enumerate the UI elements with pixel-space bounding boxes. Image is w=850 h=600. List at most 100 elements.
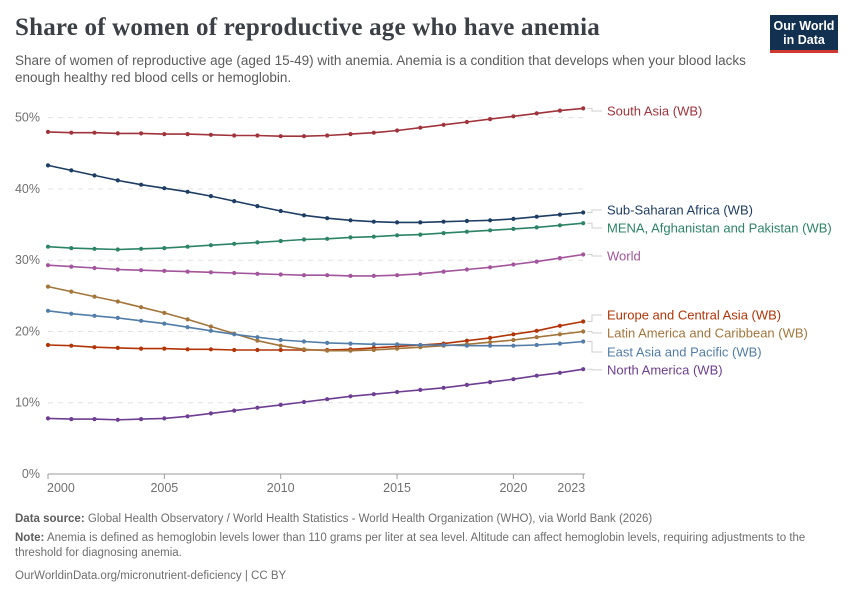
data-point-sub-saharan-africa-wb [185,189,190,194]
data-point-latin-america-and-caribbean-wb [395,346,400,351]
data-point-europe-and-central-asia-wb [255,347,260,353]
data-point-latin-america-and-caribbean-wb [185,317,190,322]
data-point-sub-saharan-africa-wb [278,208,283,214]
data-point-latin-america-and-caribbean-wb [208,324,213,329]
data-point-mena-afghanistan-and-pakistan-wb [581,221,586,226]
data-point-sub-saharan-africa-wb [208,194,213,199]
data-point-world [557,256,563,261]
data-point-sub-saharan-africa-wb [418,220,423,225]
data-point-north-america-wb [371,392,376,397]
data-point-east-asia-and-pacific-wb [534,342,539,348]
data-point-south-asia-wb [581,106,586,111]
data-point-world [45,263,51,268]
data-point-mena-afghanistan-and-pakistan-wb [185,244,190,249]
data-point-east-asia-and-pacific-wb [92,313,97,318]
data-point-north-america-wb [348,394,353,399]
data-point-world [162,268,167,273]
data-point-world [581,252,586,257]
data-point-europe-and-central-asia-wb [69,343,74,348]
label-connector-europe-and-central-asia-wb [587,314,602,322]
data-point-sub-saharan-africa-wb [581,210,586,215]
data-point-south-asia-wb [278,134,283,139]
data-point-mena-afghanistan-and-pakistan-wb [348,235,353,240]
data-point-east-asia-and-pacific-wb [325,340,330,345]
data-point-mena-afghanistan-and-pakistan-wb [69,246,74,251]
data-point-sub-saharan-africa-wb [115,178,120,183]
data-point-mena-afghanistan-and-pakistan-wb [464,229,469,234]
label-connector-world [587,254,602,257]
x-tick-label: 2023 [557,481,585,495]
data-point-east-asia-and-pacific-wb [162,321,167,326]
data-point-east-asia-and-pacific-wb [208,328,213,333]
data-point-mena-afghanistan-and-pakistan-wb [301,237,307,242]
data-point-south-asia-wb [348,132,353,137]
data-source-line: Data source: Global Health Observatory /… [15,512,835,527]
data-point-north-america-wb [69,417,74,422]
data-point-latin-america-and-caribbean-wb [348,348,353,353]
note-line: Note: Anemia is defined as hemoglobin le… [15,531,810,561]
series-line-world [47,253,584,277]
data-point-latin-america-and-caribbean-wb [371,347,376,353]
data-point-world [255,271,260,276]
data-point-north-america-wb [278,402,283,407]
data-point-east-asia-and-pacific-wb [255,335,260,340]
data-point-europe-and-central-asia-wb [92,345,97,350]
data-point-sub-saharan-africa-wb [395,220,400,225]
data-point-south-asia-wb [185,132,190,137]
data-point-east-asia-and-pacific-wb [45,308,51,313]
data-point-south-asia-wb [255,133,260,138]
label-connector-east-asia-and-pacific-wb [587,341,602,353]
data-point-south-asia-wb [208,132,213,137]
data-point-world [534,259,539,264]
y-tick-label: 10% [15,396,40,410]
series-label-north-america-wb: North America (WB) [607,362,723,377]
data-point-sub-saharan-africa-wb [441,219,446,224]
label-connector-sub-saharan-africa-wb [587,209,602,213]
data-point-mena-afghanistan-and-pakistan-wb [395,233,400,238]
data-point-world [208,270,213,275]
data-point-world [278,272,283,277]
series-label-latin-america-and-caribbean-wb: Latin America and Caribbean (WB) [607,326,808,341]
data-point-sub-saharan-africa-wb [511,216,516,221]
owid-logo: Our World in Data [770,15,838,53]
series-line-south-asia-wb [47,107,584,137]
y-tick-label: 20% [15,324,40,338]
data-point-east-asia-and-pacific-wb [441,342,446,348]
data-point-latin-america-and-caribbean-wb [115,299,120,304]
data-point-sub-saharan-africa-wb [464,218,469,224]
data-point-east-asia-and-pacific-wb [488,343,493,348]
data-point-mena-afghanistan-and-pakistan-wb [255,240,260,245]
data-point-east-asia-and-pacific-wb [557,341,563,346]
data-point-mena-afghanistan-and-pakistan-wb [162,246,167,251]
data-point-world [301,273,307,278]
data-point-east-asia-and-pacific-wb [511,343,516,348]
data-point-world [371,273,376,278]
data-point-world [511,262,516,267]
series-label-world: World [607,249,641,264]
data-point-europe-and-central-asia-wb [185,347,190,352]
note-label: Note: [15,532,45,544]
data-point-east-asia-and-pacific-wb [278,337,283,343]
y-tick-label: 0% [22,467,40,481]
data-point-mena-afghanistan-and-pakistan-wb [534,225,539,230]
data-point-world [69,264,74,269]
data-point-north-america-wb [557,370,563,375]
data-point-north-america-wb [208,411,213,416]
data-point-north-america-wb [115,417,120,422]
data-point-europe-and-central-asia-wb [232,347,237,353]
data-point-sub-saharan-africa-wb [255,204,260,209]
data-point-south-asia-wb [488,117,493,122]
data-point-sub-saharan-africa-wb [162,186,167,191]
data-point-sub-saharan-africa-wb [232,199,237,204]
data-point-sub-saharan-africa-wb [45,163,51,168]
data-point-world [115,267,120,272]
data-point-sub-saharan-africa-wb [348,218,353,223]
data-point-europe-and-central-asia-wb [115,345,120,350]
series-label-mena-afghanistan-and-pakistan-wb: MENA, Afghanistan and Pakistan (WB) [607,221,832,236]
data-point-east-asia-and-pacific-wb [232,332,237,337]
note-text: Anemia is defined as hemoglobin levels l… [15,532,806,559]
data-point-latin-america-and-caribbean-wb [45,284,51,289]
data-point-europe-and-central-asia-wb [557,323,563,328]
data-point-mena-afghanistan-and-pakistan-wb [278,238,283,244]
data-point-sub-saharan-africa-wb [488,218,493,223]
